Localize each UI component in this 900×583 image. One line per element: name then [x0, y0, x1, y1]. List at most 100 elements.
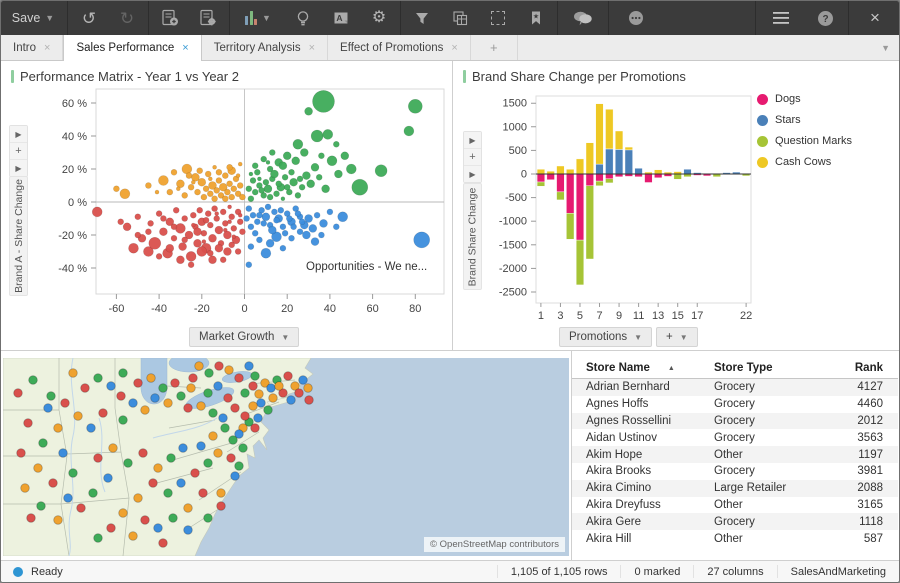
- scatter-y-axis-selector[interactable]: Brand A - Share Change: [9, 176, 28, 296]
- scatter-axis-ticks: 60 % 40 % 20 % 0 % -20 % -40 % -60 -40 -20 0 20 40 6…: [58, 98, 421, 315]
- close-tab-icon[interactable]: ×: [182, 42, 189, 54]
- table-row[interactable]: Akira Gere Grocery 1118: [572, 513, 898, 531]
- axis-add-icon[interactable]: +: [10, 142, 27, 160]
- marking-button[interactable]: [479, 1, 517, 35]
- legend-label: Stars: [775, 114, 801, 126]
- tab-overflow-button[interactable]: ▼: [881, 42, 890, 53]
- store-location-dots: [13, 361, 314, 548]
- table-row[interactable]: Aidan Ustinov Grocery 3563: [572, 429, 898, 446]
- svg-text:80: 80: [409, 303, 421, 315]
- axis-expand-icon[interactable]: ▶: [464, 132, 481, 148]
- text-area-button[interactable]: A: [322, 1, 360, 35]
- svg-text:40 %: 40 %: [62, 131, 87, 143]
- svg-text:-20 %: -20 %: [58, 230, 87, 242]
- table-row[interactable]: Agnes Rossellini Grocery 2012: [572, 412, 898, 430]
- table-row[interactable]: Akira Cimino Large Retailer 2088: [572, 479, 898, 497]
- redo-button[interactable]: ↻: [108, 1, 146, 35]
- marquee-select-icon: [491, 11, 505, 25]
- menu-button[interactable]: [758, 1, 804, 35]
- legend-item[interactable]: Cash Cows: [757, 156, 852, 168]
- legend-label: Dogs: [775, 93, 801, 105]
- status-dot-icon: [13, 566, 23, 577]
- row-count: 1,105 of 1,105 rows: [496, 565, 621, 578]
- bar-x-axis-selector[interactable]: Promotions ▼: [559, 327, 653, 347]
- marked-count: 0 marked: [620, 565, 693, 578]
- comments-button[interactable]: [560, 1, 606, 35]
- toolbar-divider: [229, 1, 230, 35]
- bookmarks-button[interactable]: ★: [517, 1, 555, 35]
- more-options-button[interactable]: [611, 1, 661, 35]
- table-body: Adrian Bernhard Grocery 4127 Agnes Hoffs Gro…: [572, 379, 898, 547]
- tab-effect-of-promotions[interactable]: Effect of Promotions ×: [328, 35, 471, 60]
- column-header-store-type[interactable]: Store Type: [714, 362, 773, 374]
- chevron-down-icon: ▼: [679, 332, 688, 342]
- new-page-button[interactable]: +: [471, 35, 518, 60]
- store-table-panel: Store Name ▲ Store Type Rank Adrian Bern…: [572, 351, 899, 560]
- bar-y-axis-selector[interactable]: Brand Share Change: [463, 183, 482, 290]
- svg-text:-2000: -2000: [499, 263, 527, 275]
- close-window-button[interactable]: ×: [851, 1, 899, 35]
- add-data-table-icon: [162, 9, 178, 26]
- undo-button[interactable]: ↺: [70, 1, 108, 35]
- chevron-down-icon: ▼: [45, 13, 55, 23]
- filters-button[interactable]: [403, 1, 441, 35]
- scatter-panel-title: Performance Matrix - Year 1 vs Year 2: [11, 69, 239, 84]
- svg-text:17: 17: [691, 310, 703, 322]
- bar-chart-panel: Brand Share Change per Promotions ▶ + ▶ …: [453, 61, 899, 351]
- bar-chart-icon: [245, 11, 258, 25]
- table-row[interactable]: Agnes Hoffs Grocery 4460: [572, 396, 898, 413]
- tab-territory-analysis[interactable]: Territory Analysis ×: [202, 35, 329, 60]
- x-axis-label: Market Growth: [199, 331, 275, 343]
- insert-visualization-button[interactable]: ▼: [232, 1, 284, 35]
- data-table-settings-button[interactable]: [189, 1, 227, 35]
- document-properties-button[interactable]: ⚙: [360, 1, 398, 35]
- data-panel-button[interactable]: [441, 1, 479, 35]
- legend-item[interactable]: Question Marks: [757, 135, 852, 147]
- tab-intro[interactable]: Intro ×: [1, 35, 64, 60]
- toolbar-divider: [755, 1, 756, 35]
- svg-text:-20: -20: [194, 303, 210, 315]
- save-button[interactable]: Save ▼: [1, 1, 65, 35]
- close-tab-icon[interactable]: ×: [44, 41, 51, 54]
- column-header-store-name[interactable]: Store Name ▲: [586, 362, 675, 374]
- table-row[interactable]: Akira Brooks Grocery 3981: [572, 463, 898, 480]
- legend-item[interactable]: Stars: [757, 114, 852, 126]
- cell-store-name: Akira Dreyfuss: [586, 498, 661, 511]
- legend-color-dot: [757, 135, 768, 147]
- legend-item[interactable]: Dogs: [757, 93, 852, 105]
- add-data-table-button[interactable]: [151, 1, 189, 35]
- plus-icon: +: [666, 331, 673, 343]
- recommendations-button[interactable]: [284, 1, 322, 35]
- dataset-name[interactable]: SalesAndMarketing: [776, 565, 899, 578]
- table-row[interactable]: Akira Hill Other 587: [572, 530, 898, 547]
- cell-store-name: Adrian Bernhard: [586, 381, 670, 394]
- scatter-plot[interactable]: 60 % 40 % 20 % 0 % -20 % -40 % -60 -40 -20 0 20 40 6…: [1, 61, 453, 351]
- duplicate-table-icon: [452, 10, 467, 25]
- cell-rank: 4460: [857, 398, 883, 411]
- axis-add-icon[interactable]: +: [464, 148, 481, 166]
- bar-add-axis-button[interactable]: + ▼: [656, 327, 698, 347]
- legend-color-dot: [757, 156, 768, 168]
- bar-y-axis-zoom-control[interactable]: ▶ + ▶: [463, 131, 482, 183]
- axis-expand-icon[interactable]: ▶: [10, 160, 27, 176]
- axis-expand-icon[interactable]: ▶: [464, 166, 481, 182]
- help-button[interactable]: ?: [804, 1, 846, 35]
- axis-expand-icon[interactable]: ▶: [10, 126, 27, 142]
- cell-rank: 587: [863, 532, 883, 545]
- column-header-rank[interactable]: Rank: [854, 362, 883, 374]
- close-tab-icon[interactable]: ×: [308, 41, 316, 54]
- map-view[interactable]: © OpenStreetMap contributors: [3, 358, 569, 556]
- tab-label: Effect of Promotions: [340, 41, 444, 54]
- cell-store-type: Grocery: [714, 414, 755, 427]
- svg-text:11: 11: [633, 310, 644, 322]
- svg-text:-2500: -2500: [499, 287, 527, 299]
- svg-text:500: 500: [509, 145, 527, 157]
- tab-sales-performance[interactable]: Sales Performance ×: [63, 35, 202, 61]
- table-row[interactable]: Adrian Bernhard Grocery 4127: [572, 379, 898, 396]
- table-row[interactable]: Akim Hope Other 1197: [572, 446, 898, 463]
- close-tab-icon[interactable]: ×: [451, 41, 458, 54]
- table-row[interactable]: Akira Dreyfuss Other 3165: [572, 497, 898, 514]
- scatter-x-axis-selector[interactable]: Market Growth ▼: [189, 327, 300, 347]
